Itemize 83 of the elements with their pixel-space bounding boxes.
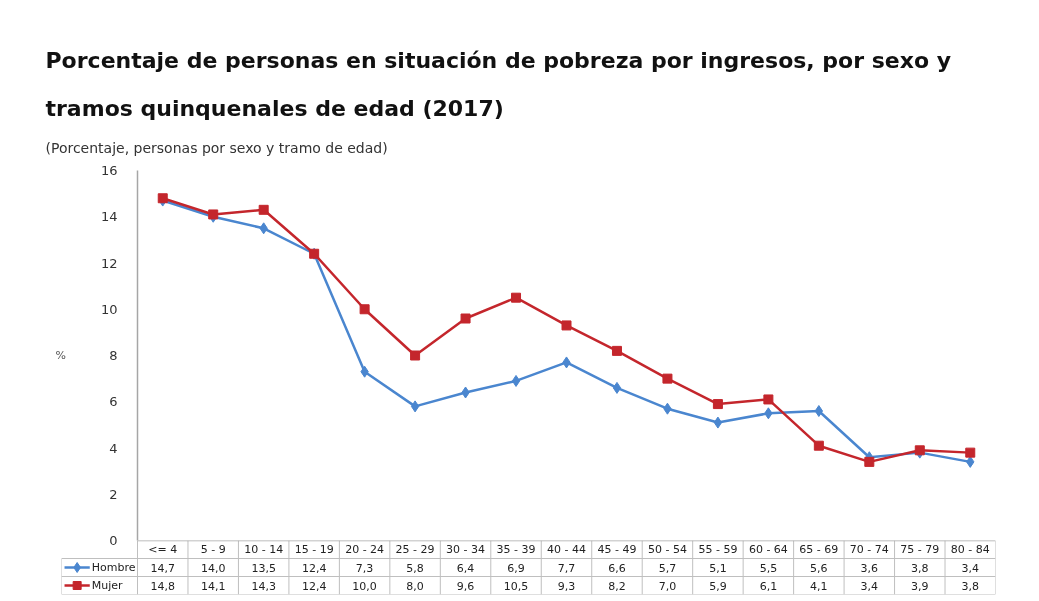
point <box>410 350 421 361</box>
legend-label: Mujer <box>91 579 124 592</box>
data-label: 3,8 <box>961 579 980 593</box>
point <box>561 320 572 331</box>
x-tick-label: 40 - 44 <box>547 543 586 556</box>
data-label: 12,4 <box>301 561 327 575</box>
data-label: 7,3 <box>355 561 374 575</box>
data-label: 9,6 <box>456 579 475 593</box>
point <box>612 381 622 394</box>
point <box>864 456 875 467</box>
x-tick-label: 75 - 79 <box>900 543 940 556</box>
x-tick-label: 45 - 49 <box>597 543 637 556</box>
point <box>814 405 824 417</box>
data-label: 14,0 <box>200 561 226 575</box>
point <box>763 394 774 405</box>
x-tick-label: 80 - 84 <box>950 543 990 556</box>
y-tick-label: 0 <box>109 533 118 548</box>
point <box>460 313 471 324</box>
x-tick-label: 5 - 9 <box>200 543 226 556</box>
data-label: 3,4 <box>860 579 879 593</box>
point <box>611 345 622 356</box>
data-label: 5,1 <box>709 561 727 575</box>
data-label: 10,5 <box>503 579 529 593</box>
chart-title: Porcentaje de personas en situación de pobreza por ingresos, por sexo y tramos quinquenales de edad (2017) <box>45 48 952 121</box>
x-tick-label: 20 - 24 <box>345 543 385 556</box>
point <box>965 447 976 458</box>
point <box>511 292 522 303</box>
x-tick-label: 35 - 39 <box>496 543 536 556</box>
data-label: 14,3 <box>251 579 276 593</box>
y-tick-label: 14 <box>100 209 118 225</box>
y-tick-label: 12 <box>100 255 118 271</box>
x-tick-label: 10 - 14 <box>244 543 284 556</box>
data-label: 5,7 <box>658 561 677 575</box>
point <box>511 374 521 387</box>
x-tick-label: 50 - 54 <box>647 543 687 556</box>
y-tick-label: 16 <box>100 163 118 178</box>
y-tick-label: 6 <box>109 394 118 410</box>
x-tick-label: 25 - 29 <box>395 543 435 556</box>
x-tick-label: 15 - 19 <box>294 543 334 556</box>
point <box>662 373 673 384</box>
data-label: 6,6 <box>608 561 626 575</box>
x-tick-label: 55 - 59 <box>698 543 738 556</box>
data-label: 7,0 <box>658 579 677 593</box>
data-label: 8,0 <box>406 579 424 593</box>
point <box>712 399 723 410</box>
data-label: 3,6 <box>860 561 879 575</box>
data-label: 5,5 <box>759 561 778 575</box>
data-label: 9,3 <box>557 579 576 593</box>
data-label: 14,1 <box>200 579 226 593</box>
x-tick-label: 30 - 34 <box>446 543 486 556</box>
data-label: 5,6 <box>810 561 828 575</box>
data-label: 12,4 <box>301 579 327 593</box>
y-tick-label: 4 <box>109 440 118 456</box>
chart-subtitle: (Porcentaje, personas por sexo y tramo de edad) <box>45 139 388 156</box>
point <box>359 304 370 315</box>
data-label: 5,9 <box>709 579 727 593</box>
point <box>713 416 723 429</box>
y-tick-label: 10 <box>100 301 118 317</box>
data-label: 8,2 <box>608 579 626 593</box>
legend-label: Hombre <box>91 561 136 574</box>
point <box>813 440 824 451</box>
y-tick-label: 2 <box>109 486 118 502</box>
x-tick-label: 65 - 69 <box>799 543 839 556</box>
y-tick-label: 8 <box>109 348 118 363</box>
data-label: 6,4 <box>456 561 475 575</box>
x-tick-label: <= 4 <box>148 543 178 556</box>
x-tick-label: 60 - 64 <box>748 543 788 556</box>
data-label: 6,1 <box>759 579 778 593</box>
data-label: 7,7 <box>557 561 576 575</box>
data-label: 3,8 <box>911 561 929 575</box>
data-label: 3,4 <box>961 561 980 575</box>
data-label: 3,9 <box>911 579 929 593</box>
data-label: 14,7 <box>150 561 175 575</box>
point <box>258 204 269 215</box>
y-axis-title: % <box>55 349 66 362</box>
data-label: 4,1 <box>810 579 828 593</box>
data-label: 10,0 <box>352 579 377 593</box>
data-label: 5,8 <box>406 561 424 575</box>
point <box>410 400 420 413</box>
x-tick-label: 70 - 74 <box>849 543 889 556</box>
data-label: 6,9 <box>507 561 525 575</box>
data-label: 14,8 <box>150 579 175 593</box>
data-label: 13,5 <box>251 561 276 575</box>
